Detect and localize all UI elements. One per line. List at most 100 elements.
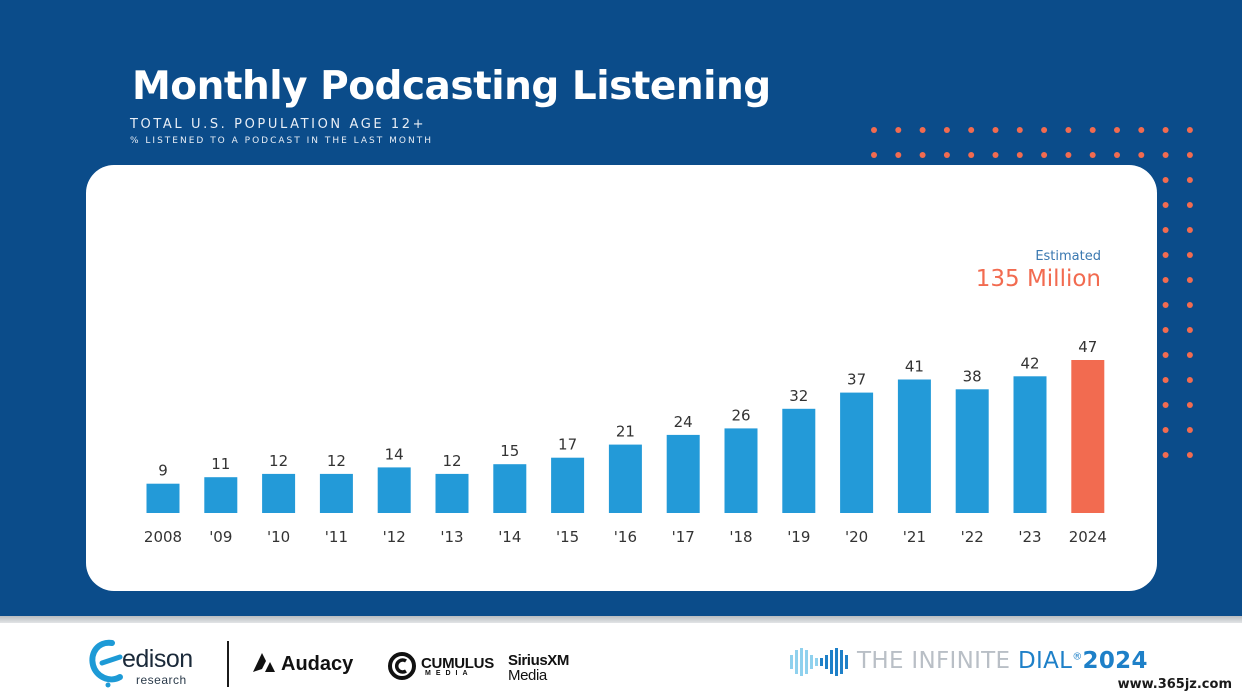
decorative-dot <box>1162 277 1169 283</box>
decorative-dot <box>1162 252 1169 258</box>
bar-chart: 9 2008 11 '09 12 '10 12 '11 14 '12 12 '13 15 '14 17 '15… <box>144 338 1107 546</box>
decorative-dot <box>1186 352 1193 358</box>
page-subtitle: TOTAL U.S. POPULATION AGE 12+ <box>130 117 427 132</box>
decorative-dot <box>895 127 902 133</box>
x-tick-label: '18 <box>729 528 752 546</box>
data-label: 24 <box>674 413 693 431</box>
edison-sub: research <box>136 673 187 687</box>
data-label: 21 <box>616 423 635 441</box>
decorative-dot <box>1162 327 1169 333</box>
x-tick-label: '13 <box>440 528 463 546</box>
infinity-mark-icon <box>790 648 848 676</box>
decorative-dot <box>919 127 926 133</box>
decorative-dot <box>1162 302 1169 308</box>
audacy-name: Audacy <box>281 653 354 675</box>
decorative-dot <box>968 152 975 158</box>
decorative-dot <box>895 152 902 158</box>
cumulus-media-logo: CUMULUS MEDIA <box>387 651 497 683</box>
dial-the: THE INFINITE <box>857 648 1018 674</box>
decorative-dot <box>1114 127 1120 133</box>
decorative-dot <box>1186 252 1193 258</box>
x-tick-label: '11 <box>325 528 348 546</box>
decorative-dot <box>871 152 877 158</box>
decorative-dot <box>1186 452 1193 458</box>
siriusxm-media-logo: SiriusXM Media <box>508 653 569 683</box>
data-label: 37 <box>847 371 866 389</box>
bar <box>1071 360 1105 513</box>
x-tick-label: 2024 <box>1069 528 1107 546</box>
decorative-dot <box>1186 177 1193 183</box>
watermark: www.365jz.com <box>1113 676 1236 693</box>
decorative-dot <box>1186 127 1193 133</box>
edison-name: edison <box>122 645 193 673</box>
decorative-dot <box>1162 177 1169 183</box>
data-label: 12 <box>442 452 461 470</box>
decorative-dot <box>1016 127 1023 133</box>
data-label: 17 <box>558 436 577 454</box>
decorative-dot <box>1089 152 1096 158</box>
edison-swirl-icon <box>89 639 123 688</box>
estimate-value: 135 Million <box>975 266 1101 292</box>
dial-dial: DIAL <box>1017 648 1073 674</box>
data-label: 38 <box>963 367 982 385</box>
decorative-dot <box>1041 152 1048 158</box>
audacy-logo: Audacy <box>251 651 353 677</box>
decorative-dot <box>1162 227 1169 233</box>
decorative-dot <box>1089 127 1096 133</box>
data-label: 12 <box>327 452 346 470</box>
x-tick-label: '12 <box>383 528 406 546</box>
decorative-dot <box>1186 277 1193 283</box>
bar <box>204 477 238 513</box>
bar <box>146 483 180 513</box>
bar <box>551 457 585 513</box>
audacy-mark-icon <box>253 653 275 672</box>
bar <box>840 392 874 513</box>
decorative-dot <box>1162 427 1169 433</box>
bar <box>319 473 353 513</box>
decorative-dot <box>1186 152 1193 158</box>
bar <box>262 473 296 513</box>
decorative-dot <box>1186 377 1193 383</box>
cumulus-sub: MEDIA <box>425 670 473 677</box>
bar <box>1013 376 1047 513</box>
data-label: 41 <box>905 358 924 376</box>
bar <box>435 473 469 513</box>
decorative-dot <box>1186 402 1193 408</box>
edison-research-logo: edison research <box>88 637 218 689</box>
decorative-dot <box>1162 202 1169 208</box>
decorative-dot <box>943 152 950 158</box>
x-tick-label: '21 <box>903 528 926 546</box>
footer-logo-bar: edison research Audacy CUMULUS MEDIA Sir… <box>0 623 1242 699</box>
x-tick-label: '22 <box>961 528 984 546</box>
decorative-dot <box>943 127 950 133</box>
page-title: Monthly Podcasting Listening <box>132 64 771 109</box>
decorative-dot <box>1162 377 1169 383</box>
decorative-dot <box>1162 352 1169 358</box>
x-tick-label: 2008 <box>144 528 182 546</box>
data-label: 11 <box>211 455 230 473</box>
bar <box>897 379 931 513</box>
cumulus-c-icon <box>388 652 416 680</box>
logo-separator <box>227 641 229 687</box>
data-label: 26 <box>731 406 750 424</box>
decorative-dot <box>1162 402 1169 408</box>
decorative-dot <box>1186 302 1193 308</box>
bar <box>666 434 700 513</box>
siriusxm-sub: Media <box>508 667 547 684</box>
chart-card: 9 2008 11 '09 12 '10 12 '11 14 '12 12 '13 15 '14 17 '15… <box>86 165 1157 591</box>
bar <box>724 428 758 513</box>
infinite-dial-text: THE INFINITE DIAL®2024 <box>857 648 1148 674</box>
data-label: 32 <box>789 387 808 405</box>
decorative-dot <box>1186 227 1193 233</box>
footer-divider <box>0 616 1242 623</box>
slide-background: Monthly Podcasting Listening TOTAL U.S. … <box>86 64 1193 591</box>
decorative-dot <box>1162 152 1169 158</box>
siriusxm-name: SiriusXM <box>508 652 569 669</box>
x-tick-label: '23 <box>1018 528 1041 546</box>
decorative-dot <box>1138 152 1145 158</box>
dial-registered-mark: ® <box>1072 651 1083 663</box>
decorative-dot <box>1065 127 1072 133</box>
x-tick-label: '14 <box>498 528 521 546</box>
decorative-dot <box>992 152 999 158</box>
x-tick-label: '09 <box>209 528 232 546</box>
